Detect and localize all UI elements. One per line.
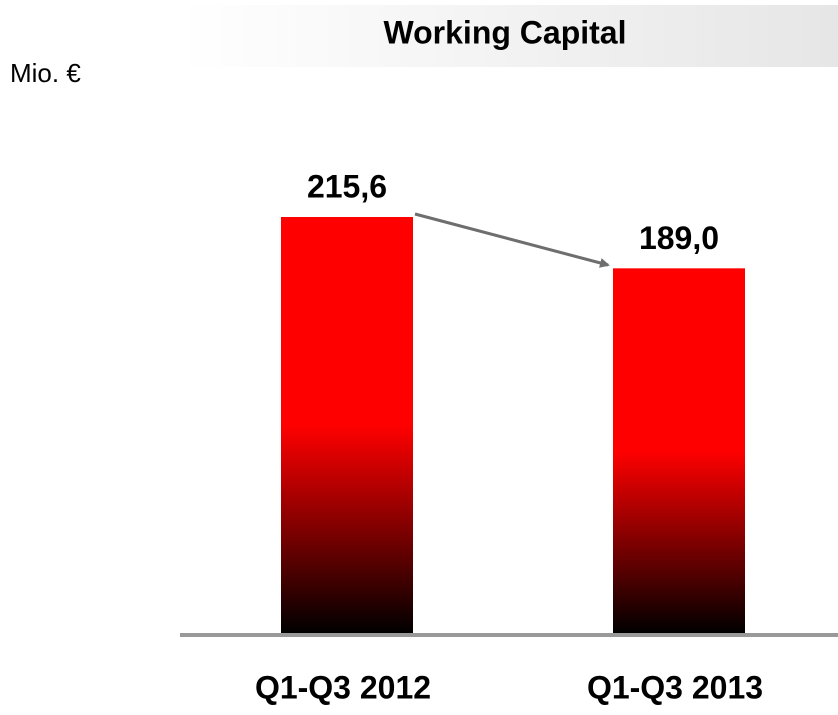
bar [281, 217, 413, 633]
value-label: 215,6 [307, 168, 387, 204]
x-tick-label: Q1-Q3 2012 [255, 669, 431, 705]
trend-arrow [414, 212, 610, 268]
chart-title: Working Capital [384, 14, 627, 50]
bar [613, 268, 745, 633]
x-tick-label: Q1-Q3 2013 [587, 669, 763, 705]
value-label: 189,0 [639, 220, 719, 256]
title-band [180, 5, 838, 67]
unit-label: Mio. € [10, 58, 81, 88]
